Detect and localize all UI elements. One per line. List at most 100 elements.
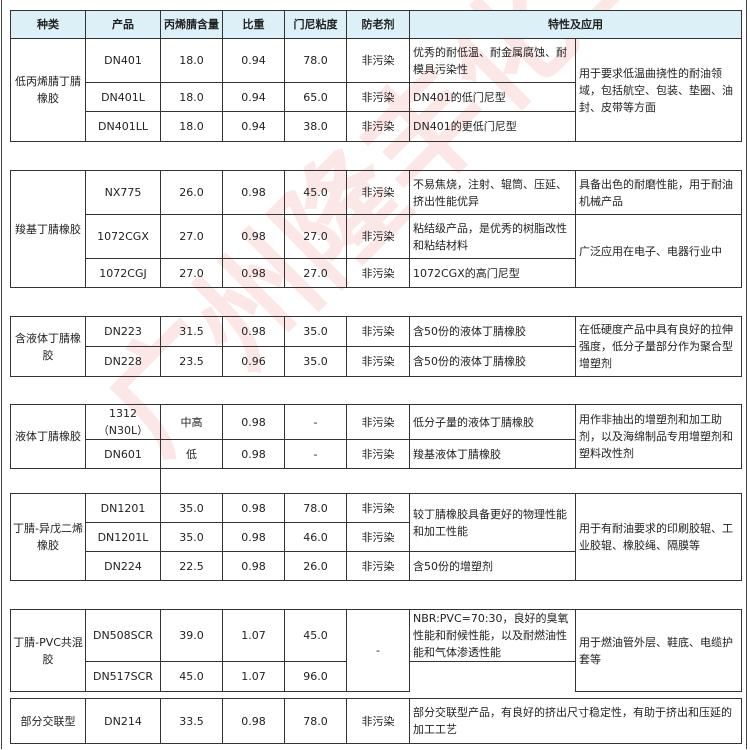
mooney-cell: 78.0 [284,38,347,83]
category-cell: 含液体丁腈橡胶 [10,316,86,377]
acn-content-cell: 45.0 [160,661,223,692]
product-cell: DN214 [85,698,161,744]
header-product: 产品 [85,10,161,39]
specific-gravity-cell: 0.94 [222,111,285,142]
product-cell: DN223 [85,316,161,347]
mooney-cell: 45.0 [284,170,347,215]
table-header: 种类 产品 丙烯腈含量 比重 门尼粘度 防老剂 特性及应用 [10,10,742,39]
category-cell: 羧基丁腈橡胶 [10,170,86,288]
specific-gravity-cell: 0.96 [222,346,285,377]
acn-content-cell: 22.5 [160,551,223,581]
specific-gravity-cell: 0.98 [222,258,285,288]
table-row: DN401LL 18.0 0.94 38.0 非污染 DN401的更低门尼型 [11,111,742,142]
specific-gravity-cell: 0.98 [222,522,285,552]
table-row: 1072CGX 27.0 0.98 27.0 非污染 粘结级产品，是优秀的树脂改性和粘结材… [11,214,742,288]
category-cell: 低丙烯腈丁腈橡胶 [10,38,86,142]
product-cell: DN228 [85,346,161,377]
category-cell: 液体丁腈橡胶 [10,404,86,469]
specific-gravity-cell: 0.98 [222,214,285,259]
description-cell: DN401的更低门尼型 [409,111,576,142]
table-row: DN517SCR 45.0 1.07 96.0 [11,661,742,692]
product-cell: DN401LL [85,111,161,142]
table-row: 含液体丁腈橡胶 DN223 31.5 0.98 35.0 非污染 含50份的液体丁腈橡胶 在低… [10,316,742,377]
product-cell: DN508SCR [85,609,161,662]
antioxidant-cell: 非污染 [346,493,410,523]
specific-gravity-cell: 0.98 [222,170,285,215]
category-cell: 丁腈-异戊二烯橡胶 [10,493,86,581]
product-group: 丁腈-异戊二烯橡胶 DN1201 35.0 0.98 78.0 非污染 较丁腈橡胶具备更好的… [10,493,742,581]
mooney-cell: 38.0 [284,111,347,142]
application-cell: 在低硬度产品中具有良好的拉伸强度，低分子量部分作为聚合型增塑剂 [575,316,742,377]
table-row: 丁腈-异戊二烯橡胶 DN1201 35.0 0.98 78.0 非污染 较丁腈橡胶具备更好的… [10,493,742,581]
header-properties: 特性及应用 [409,10,742,39]
mooney-cell: 27.0 [284,258,347,288]
antioxidant-cell: 非污染 [346,316,410,347]
antioxidant-cell: 非污染 [346,258,410,288]
product-cell: DN224 [85,551,161,581]
application-cell: 具备出色的耐磨性能，用于耐油机械产品 [575,170,742,215]
specific-gravity-cell: 0.98 [222,551,285,581]
application-cell: 广泛应用在电子、电器行业中 [575,214,742,288]
antioxidant-cell: 非污染 [346,439,410,469]
description-cell: 1072CGX的高门尼型 [409,258,576,288]
acn-content-cell: 35.0 [160,493,223,523]
product-group: 低丙烯腈丁腈橡胶 DN401 18.0 0.94 78.0 非污染 优秀的耐低温、耐金属腐蚀… [10,38,742,142]
mooney-cell: - [284,404,347,440]
antioxidant-cell: 非污染 [346,404,410,440]
description-cell: 含50份的增塑剂 [409,551,576,581]
mooney-cell: - [284,439,347,469]
specific-gravity-cell: 0.94 [222,38,285,83]
mooney-cell: 26.0 [284,551,347,581]
table-row: 羧基丁腈橡胶 NX775 26.0 0.98 45.0 非污染 不易焦烧，注射、辊筒、压延、… [10,170,742,288]
table-row: DN601 低 0.98- 非污染 羧基液体丁腈橡胶 [11,439,742,469]
specific-gravity-cell: 0.98 [222,316,285,347]
description-cell: 含50份的液体丁腈橡胶 [409,346,576,377]
product-cell: NX775 [85,170,161,215]
header-antioxidant: 防老剂 [346,10,410,39]
mooney-cell: 45.0 [284,609,347,662]
acn-content-cell: 18.0 [160,38,223,83]
category-cell: 部分交联型 [10,698,86,744]
antioxidant-cell: 非污染 [346,82,410,112]
acn-content-cell: 低 [160,439,223,469]
description-cell: 羧基液体丁腈橡胶 [409,439,576,469]
product-cell: 1312（N30L） [85,404,161,440]
specific-gravity-cell: 1.07 [222,661,285,692]
product-group: 羧基丁腈橡胶 NX775 26.0 0.98 45.0 非污染 不易焦烧，注射、辊筒、压延、… [10,170,742,288]
table-row: DN228 23.5 0.96 35.0 非污染 含50份的液体丁腈橡胶 [11,346,742,377]
antioxidant-cell: 非污染 [346,38,410,83]
product-cell: DN517SCR [85,661,161,692]
mooney-cell: 27.0 [284,214,347,259]
application-cell: 用于燃油管外层、鞋底、电缆护套等 [575,609,742,692]
description-cell: 部分交联型产品，有良好的挤出尺寸稳定性，有助于挤出和压延的加工工艺 [409,698,742,744]
product-cell: DN601 [85,439,161,469]
acn-content-cell: 31.5 [160,316,223,347]
product-cell: DN401L [85,82,161,112]
application-cell: 用于有耐油要求的印刷胶辊、工业胶辊、橡胶绳、隔膜等 [575,493,742,581]
table-row: 部分交联型 DN214 33.5 0.98 78.0 非污染 部分交联型产品，有良好的挤出尺… [10,698,742,744]
acn-content-cell: 18.0 [160,111,223,142]
description-cell: 不易焦烧，注射、辊筒、压延、挤出性能优异 [409,170,576,215]
description-cell: 较丁腈橡胶具备更好的物理性能和加工性能 [409,493,576,552]
product-cell: DN1201L [85,522,161,552]
mooney-cell: 78.0 [284,493,347,523]
antioxidant-cell: - [346,609,410,692]
antioxidant-cell: 非污染 [346,111,410,142]
header-category: 种类 [10,10,86,39]
antioxidant-cell: 非污染 [346,551,410,581]
antioxidant-cell: 非污染 [346,170,410,215]
table-row: DN401L 18.0 0.94 65.0 非污染 DN401的低门尼型 [11,82,742,112]
specific-gravity-cell: 0.98 [222,698,285,744]
table-row: DN224 22.5 0.98 26.0 非污染 含50份的增塑剂 [11,551,742,581]
mooney-cell: 35.0 [284,346,347,377]
acn-content-cell: 26.0 [160,170,223,215]
description-cell: NBR:PVC=70:30，良好的臭氧性能和耐候性能，以及耐燃油性能和气体渗透性… [409,609,576,662]
category-cell: 丁腈-PVC共混胶 [10,609,86,692]
header-mooney: 门尼粘度 [284,10,347,39]
acn-content-cell: 39.0 [160,609,223,662]
antioxidant-cell: 非污染 [346,522,410,552]
specific-gravity-cell: 0.94 [222,82,285,112]
product-cell: DN1201 [85,493,161,523]
product-group: 部分交联型 DN214 33.5 0.98 78.0 非污染 部分交联型产品，有良好的挤出尺… [10,698,742,744]
